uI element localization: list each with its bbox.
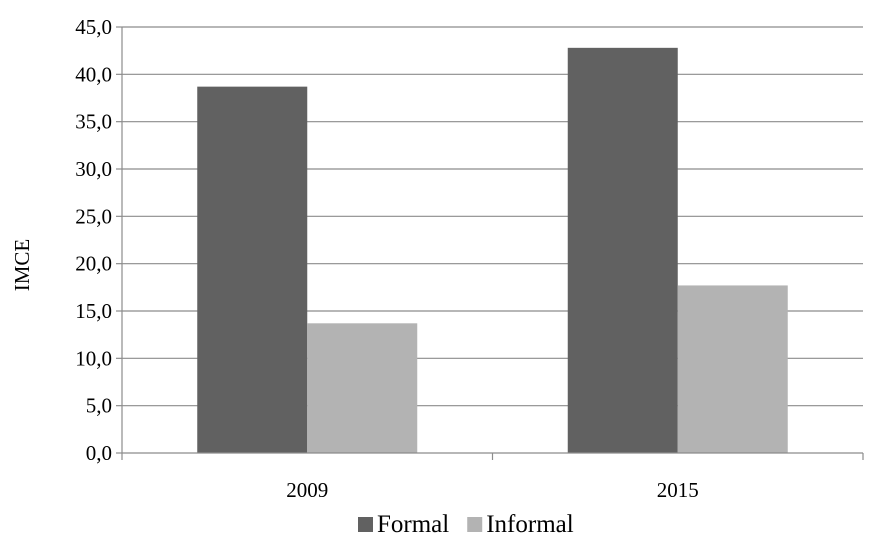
bar-formal-2009 xyxy=(197,86,308,453)
y-tick-label: 25,0 xyxy=(75,204,112,228)
x-tick-label: 2015 xyxy=(657,478,699,502)
y-tick-labels: 0,0 5,0 10,0 15,0 20,0 25,0 30,0 35,0 40,0 45,0 xyxy=(75,15,112,465)
legend-swatch xyxy=(358,517,373,532)
axes xyxy=(116,26,864,460)
x-tick-labels: 2009 2015 xyxy=(286,478,699,502)
x-tick-label: 2009 xyxy=(286,478,328,502)
legend-label: Informal xyxy=(486,511,574,538)
y-tick-label: 0,0 xyxy=(86,441,112,465)
y-tick-label: 40,0 xyxy=(75,62,112,86)
legend-item-informal: Informal xyxy=(467,511,574,538)
legend-swatch xyxy=(467,517,483,532)
bar-informal-2015 xyxy=(677,285,788,453)
y-tick-label: 5,0 xyxy=(86,394,112,418)
bars xyxy=(197,47,788,454)
y-tick-label: 45,0 xyxy=(75,15,112,39)
bar-informal-2009 xyxy=(307,323,418,453)
bar-formal-2015 xyxy=(567,47,678,454)
legend-label: Formal xyxy=(377,511,449,538)
y-tick-label: 20,0 xyxy=(75,252,112,276)
y-tick-label: 10,0 xyxy=(75,346,112,370)
legend: Formal Informal xyxy=(358,511,574,538)
y-tick-label: 35,0 xyxy=(75,110,112,134)
y-tick-label: 30,0 xyxy=(75,157,112,181)
y-axis-label: IMCE xyxy=(10,239,34,292)
y-tick-label: 15,0 xyxy=(75,299,112,323)
legend-item-formal: Formal xyxy=(358,511,449,538)
